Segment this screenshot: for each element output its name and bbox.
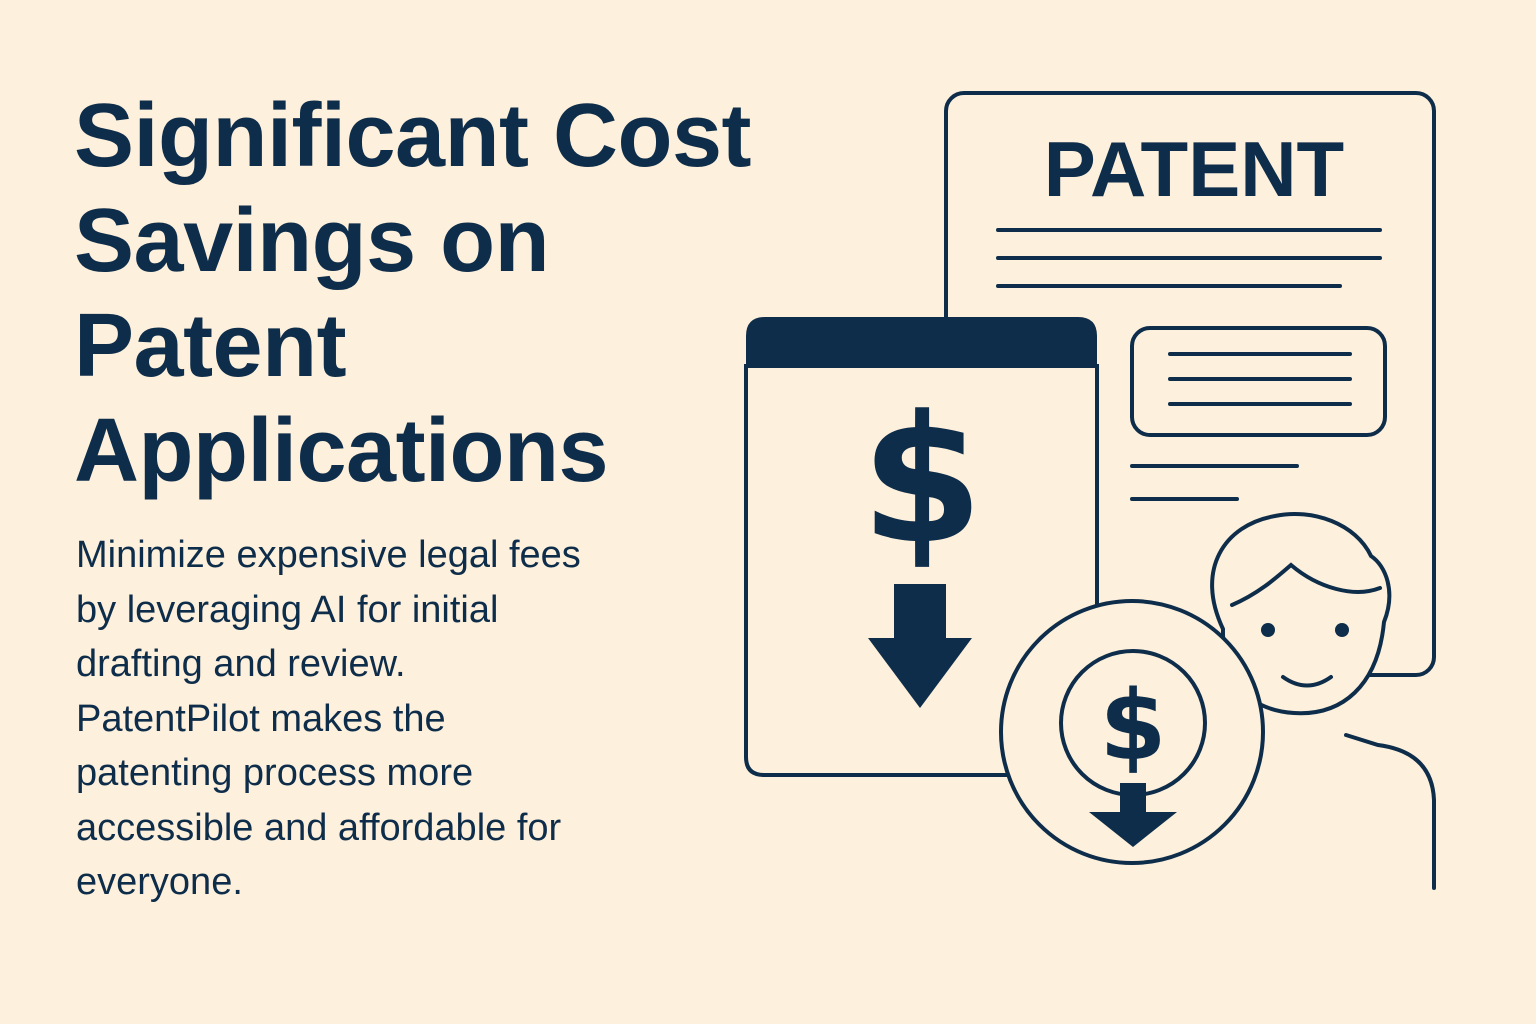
dollar-sign: $ xyxy=(861,378,983,583)
patent-label: PATENT xyxy=(1044,125,1344,213)
person-eye-right xyxy=(1335,623,1349,637)
person-eye-left xyxy=(1261,623,1275,637)
dollar-coin-icon: $ xyxy=(1001,601,1263,863)
coin-dollar-sign: $ xyxy=(1100,670,1167,782)
